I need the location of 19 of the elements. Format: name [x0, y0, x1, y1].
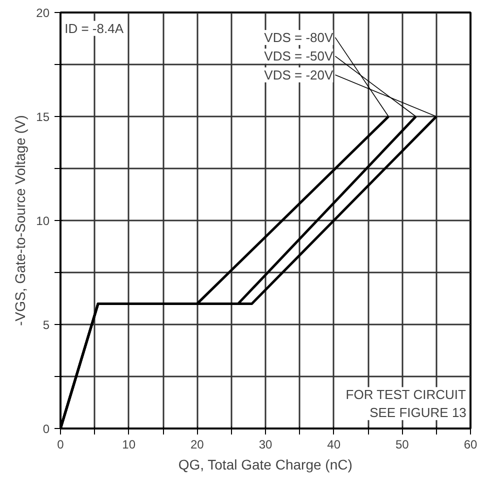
y-tick-label: 20: [36, 6, 50, 20]
y-tick-label: 5: [42, 318, 50, 332]
y-tick-label: 10: [36, 214, 50, 228]
y-tick-label: 15: [36, 110, 50, 124]
y-axis-title: -VGS, Gate-to-Source Voltage (V): [12, 115, 28, 326]
x-tick-label: 40: [327, 438, 341, 452]
annotation: FOR TEST CIRCUIT SEE FIGURE 13: [346, 387, 466, 420]
x-tick-label: 10: [122, 438, 136, 452]
x-tick-label: 60: [464, 438, 478, 452]
annotation: ID = -8.4A: [64, 20, 124, 36]
text: VDS = -50V: [264, 48, 334, 64]
text: VDS = -20V: [264, 67, 334, 82]
text: VDS = -80V: [264, 30, 334, 45]
x-tick-label: 20: [190, 438, 204, 452]
x-tick-label: 30: [258, 438, 272, 452]
y-tick-label: 0: [42, 422, 50, 436]
x-tick-label: 0: [57, 438, 64, 452]
x-axis-title: QG, Total Gate Charge (nC): [178, 456, 352, 472]
x-tick-label: 50: [395, 438, 410, 452]
